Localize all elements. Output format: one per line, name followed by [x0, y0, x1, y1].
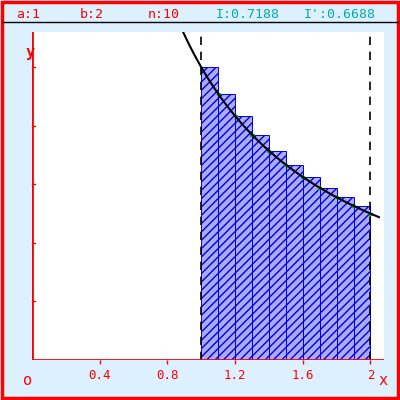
Text: y: y: [25, 45, 34, 60]
Text: I':0.6688: I':0.6688: [304, 8, 376, 20]
Bar: [303, 177, 320, 360]
Bar: [352, 205, 355, 207]
Text: n:10: n:10: [148, 8, 180, 20]
Text: a:1: a:1: [16, 8, 40, 20]
Bar: [201, 67, 218, 360]
Text: x: x: [379, 373, 388, 388]
Bar: [235, 116, 252, 360]
Bar: [268, 150, 270, 152]
Bar: [218, 94, 235, 360]
Bar: [217, 93, 220, 95]
Bar: [252, 135, 269, 360]
Bar: [320, 188, 337, 360]
Bar: [269, 151, 286, 360]
Bar: [337, 197, 354, 360]
Bar: [286, 165, 303, 360]
Bar: [284, 164, 287, 166]
Text: o: o: [23, 373, 32, 388]
Bar: [369, 212, 372, 214]
Bar: [250, 134, 254, 136]
Text: I:0.7188: I:0.7188: [216, 8, 280, 20]
Bar: [318, 187, 321, 189]
Bar: [354, 206, 370, 360]
Bar: [301, 176, 304, 178]
Text: b:2: b:2: [80, 8, 104, 20]
Bar: [335, 196, 338, 198]
Bar: [234, 115, 237, 117]
